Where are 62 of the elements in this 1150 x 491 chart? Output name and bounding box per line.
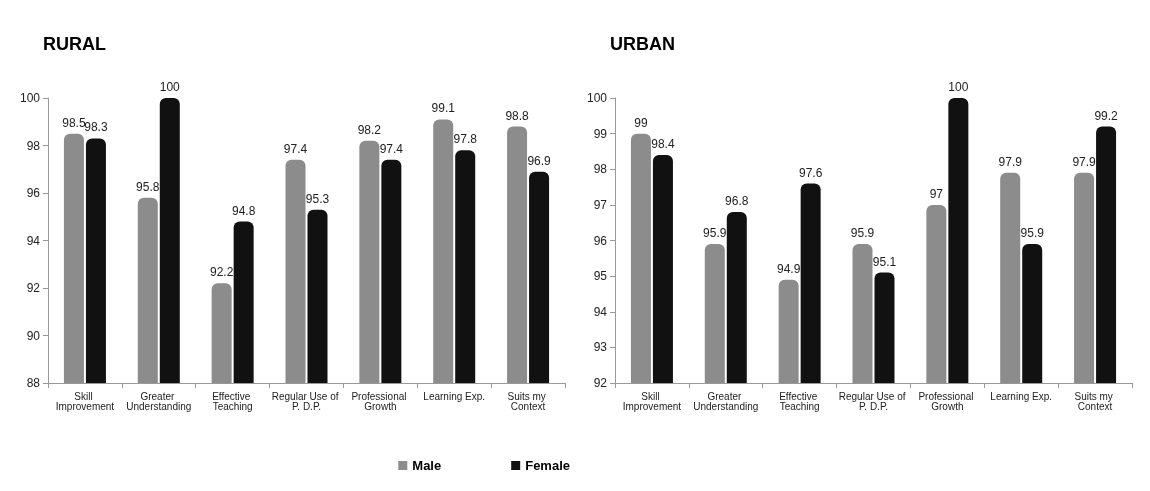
- data-label: 98.4: [651, 137, 675, 151]
- legend-label: Female: [525, 458, 571, 473]
- y-tick-label: 99: [593, 126, 608, 141]
- x-tick-label: Learning Exp.: [990, 390, 1053, 402]
- y-tick-label: 98: [26, 138, 41, 153]
- y-tick-label: 96: [26, 186, 41, 200]
- x-tick-label: Suits my Context: [507, 390, 549, 412]
- data-label: 96.8: [725, 194, 749, 208]
- data-label: 98.2: [357, 122, 382, 137]
- y-tick-label: 94: [26, 233, 41, 248]
- data-label: 97.4: [379, 141, 404, 156]
- legend-label: Male: [412, 458, 442, 473]
- data-label: 95.9: [850, 226, 875, 241]
- y-tick-label: 98: [593, 162, 608, 177]
- x-tick-label: Skill Improvement: [622, 390, 682, 412]
- x-tick-label: Greater Understanding: [693, 390, 759, 412]
- x-tick-label: Learning Exp.: [423, 390, 486, 402]
- data-label: 97.9: [1072, 154, 1097, 169]
- x-tick-label: Effective Teaching: [212, 390, 254, 412]
- data-label: 96.9: [527, 153, 552, 168]
- chart-title: URBAN: [610, 34, 675, 54]
- data-label: 99.2: [1094, 108, 1119, 123]
- data-label: 97.4: [283, 141, 308, 156]
- x-tick-label: Regular Use of P. D.P.: [838, 390, 909, 412]
- data-label: 99: [634, 115, 648, 130]
- data-label: 98.5: [62, 115, 86, 130]
- data-label: 99.1: [431, 101, 456, 116]
- y-tick-label: 100: [19, 91, 41, 105]
- chart-title: RURAL: [43, 34, 106, 54]
- y-tick-label: 96: [593, 233, 608, 248]
- data-label: 97.9: [998, 154, 1023, 169]
- x-tick-label: Professional Growth: [918, 390, 977, 412]
- y-tick-label: 92: [593, 376, 608, 390]
- data-label: 100: [159, 80, 181, 94]
- x-tick-label: Effective Teaching: [779, 390, 821, 412]
- data-label: 95.1: [872, 254, 897, 269]
- x-tick-label: Greater Understanding: [126, 390, 192, 412]
- data-label: 95.9: [1020, 226, 1045, 241]
- data-label: 98.8: [505, 108, 530, 123]
- y-tick-label: 100: [586, 91, 608, 105]
- data-label: 100: [948, 80, 969, 94]
- data-label: 95.8: [136, 179, 160, 194]
- x-tick-label: Regular Use of P. D.P.: [271, 390, 342, 412]
- data-label: 94.8: [231, 203, 256, 218]
- y-tick-label: 92: [26, 281, 41, 295]
- y-tick-label: 93: [593, 340, 608, 355]
- data-label: 95.9: [703, 226, 727, 241]
- y-tick-label: 90: [26, 328, 41, 343]
- x-tick-label: Skill Improvement: [55, 390, 115, 412]
- data-label: 97.8: [453, 132, 478, 147]
- y-tick-label: 94: [593, 304, 608, 319]
- data-label: 98.3: [84, 120, 108, 135]
- x-tick-label: Professional Growth: [351, 390, 410, 412]
- data-label: 94.9: [776, 261, 801, 276]
- x-tick-label: Suits my Context: [1074, 390, 1116, 412]
- data-label: 95.3: [305, 191, 330, 206]
- data-label: 92.2: [209, 265, 234, 280]
- data-label: 97: [929, 186, 944, 201]
- y-tick-label: 97: [593, 197, 608, 212]
- y-tick-label: 95: [593, 269, 608, 284]
- y-tick-label: 88: [26, 376, 41, 390]
- data-label: 97.6: [798, 165, 823, 180]
